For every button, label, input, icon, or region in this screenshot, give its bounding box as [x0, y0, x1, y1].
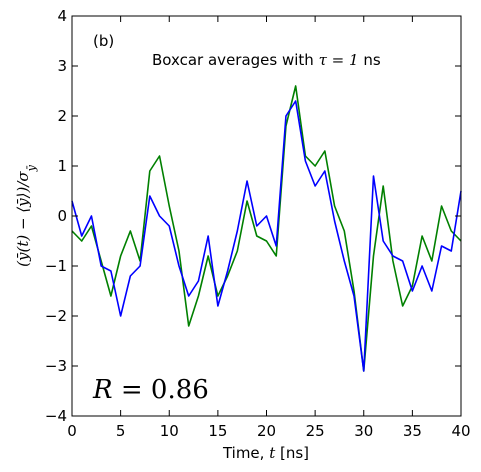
y-tick-label: 3 — [57, 57, 67, 75]
plot-area — [71, 85, 462, 372]
y-tick-label: 0 — [57, 207, 67, 225]
series-line-blue — [71, 100, 462, 372]
correlation-label-eq: = — [113, 375, 151, 405]
x-tick-label: 20 — [257, 422, 276, 440]
chart-title: Boxcar averages with τ = 1 ns — [152, 51, 381, 69]
x-tick-label: 10 — [160, 422, 179, 440]
x-tick-label: 40 — [451, 422, 470, 440]
x-tick-label: 15 — [208, 422, 227, 440]
x-tick-label: 25 — [306, 422, 325, 440]
axis-ticks — [71, 15, 462, 417]
chart-title-suffix: ns — [359, 51, 381, 69]
x-axis-label: Time, t [ns] — [222, 444, 309, 462]
y-tick-label: −4 — [45, 407, 67, 425]
y-tick-label: 4 — [57, 7, 67, 25]
x-tick-label: 0 — [67, 422, 77, 440]
y-tick-label: 2 — [57, 107, 67, 125]
series-line-green — [71, 85, 462, 372]
x-axis-label-prefix: Time, — [222, 444, 269, 462]
correlation-label: R = 0.86 — [92, 375, 209, 405]
chart-title-math: τ — [319, 51, 328, 69]
y-tick-labels: 4 3 2 1 0 −1 −2 −3 −4 — [45, 7, 67, 425]
y-axis-label-sub: ȳ — [25, 164, 38, 172]
x-axis-label-math: t — [269, 444, 276, 462]
x-axis-label-suffix: [ns] — [275, 444, 309, 462]
chart-title-prefix: Boxcar averages with — [152, 51, 319, 69]
chart-title-eq: = 1 — [327, 51, 359, 69]
y-tick-label: −1 — [45, 257, 67, 275]
y-tick-label: −3 — [45, 357, 67, 375]
x-tick-label: 30 — [354, 422, 373, 440]
correlation-label-value: 0.86 — [151, 375, 209, 405]
x-tick-label: 35 — [403, 422, 422, 440]
correlation-label-var: R — [92, 375, 113, 405]
x-tick-label: 5 — [116, 422, 126, 440]
y-axis-label: (ȳ(t) − ⟨ȳ⟩)/σȳ — [14, 164, 38, 267]
y-tick-label: −2 — [45, 307, 67, 325]
y-axis-label-math: (ȳ(t) − ⟨ȳ⟩)/σ — [14, 171, 32, 267]
y-tick-label: 1 — [57, 157, 67, 175]
x-tick-labels: 0 5 10 15 20 25 30 35 40 — [67, 422, 470, 440]
panel-label: (b) — [93, 32, 114, 50]
